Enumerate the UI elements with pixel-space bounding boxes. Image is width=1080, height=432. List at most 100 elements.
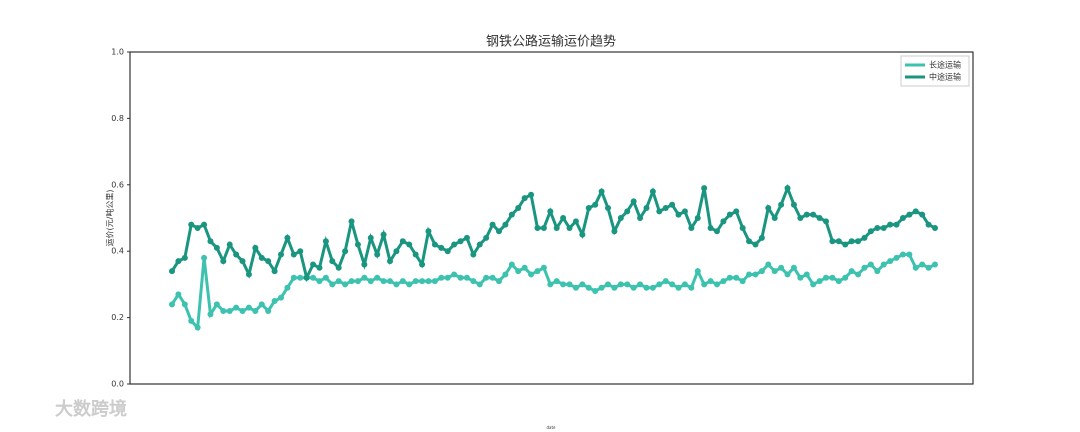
point xyxy=(912,264,919,271)
y-tick-label: 0.2 xyxy=(111,313,124,322)
point xyxy=(855,238,862,245)
point xyxy=(547,208,554,215)
point xyxy=(489,274,496,281)
point xyxy=(790,201,797,208)
point xyxy=(534,224,541,231)
point xyxy=(457,274,464,281)
point xyxy=(342,281,349,288)
point xyxy=(598,188,605,195)
point xyxy=(733,274,740,281)
point xyxy=(194,324,201,331)
point xyxy=(438,274,445,281)
point xyxy=(899,215,906,221)
point xyxy=(393,281,400,288)
y-tick-label: 0.0 xyxy=(111,380,124,389)
point xyxy=(201,254,208,261)
point xyxy=(553,278,560,285)
legend-box xyxy=(900,55,970,87)
point xyxy=(310,261,317,268)
point xyxy=(188,317,195,324)
point xyxy=(932,224,938,231)
point xyxy=(239,307,246,314)
point xyxy=(566,224,573,231)
point xyxy=(771,215,778,221)
point xyxy=(547,281,554,288)
point xyxy=(412,251,419,258)
point xyxy=(399,278,406,285)
y-tick-label: 0.6 xyxy=(111,180,124,189)
point xyxy=(213,244,220,251)
point xyxy=(463,274,470,281)
point xyxy=(515,268,522,275)
point xyxy=(213,301,220,308)
point xyxy=(662,278,669,285)
point xyxy=(803,271,810,278)
point xyxy=(694,268,701,275)
point xyxy=(643,205,650,212)
point xyxy=(605,205,611,212)
point xyxy=(265,258,272,265)
point xyxy=(194,224,201,231)
point xyxy=(932,261,938,268)
point xyxy=(925,221,932,228)
point xyxy=(816,215,823,221)
legend-label: 长途运输 xyxy=(929,60,961,70)
point xyxy=(707,224,714,231)
point xyxy=(579,231,586,238)
point xyxy=(431,278,438,285)
point xyxy=(226,241,233,248)
point xyxy=(528,271,535,278)
point xyxy=(637,281,644,288)
point xyxy=(361,261,368,268)
point xyxy=(810,211,817,218)
point xyxy=(476,281,483,288)
point xyxy=(560,281,567,288)
y-axis-label: 运价(元/吨公里) xyxy=(105,190,115,247)
point xyxy=(842,241,849,248)
point xyxy=(451,271,458,278)
point xyxy=(348,218,355,225)
point xyxy=(778,201,785,208)
point xyxy=(739,278,746,285)
point xyxy=(585,284,592,291)
point xyxy=(925,264,932,271)
point xyxy=(201,221,208,228)
point xyxy=(643,284,650,291)
point xyxy=(887,258,894,265)
point xyxy=(701,281,708,288)
chart-title: 钢铁公路运输运价趋势 xyxy=(486,34,616,50)
plot-frame xyxy=(129,51,974,385)
point xyxy=(444,274,451,281)
point xyxy=(502,271,509,278)
point xyxy=(233,251,240,258)
point xyxy=(617,281,624,288)
point xyxy=(457,238,464,245)
point xyxy=(188,221,195,228)
point xyxy=(720,218,727,225)
point xyxy=(476,241,483,248)
point xyxy=(624,208,631,215)
point xyxy=(797,215,804,221)
point xyxy=(508,211,515,218)
point xyxy=(726,274,733,281)
point xyxy=(181,254,188,261)
point xyxy=(611,228,618,235)
point xyxy=(329,258,336,265)
point xyxy=(329,281,336,288)
point xyxy=(540,264,547,271)
point xyxy=(579,281,586,288)
point xyxy=(784,271,791,278)
point xyxy=(348,278,355,285)
point xyxy=(797,274,804,281)
point xyxy=(861,234,868,241)
point xyxy=(726,211,733,218)
point xyxy=(502,221,509,228)
point xyxy=(425,278,432,285)
point xyxy=(758,268,765,275)
point xyxy=(893,254,900,261)
point xyxy=(624,281,631,288)
point xyxy=(823,274,829,281)
point xyxy=(374,251,381,258)
point xyxy=(361,274,368,281)
point xyxy=(207,311,214,318)
